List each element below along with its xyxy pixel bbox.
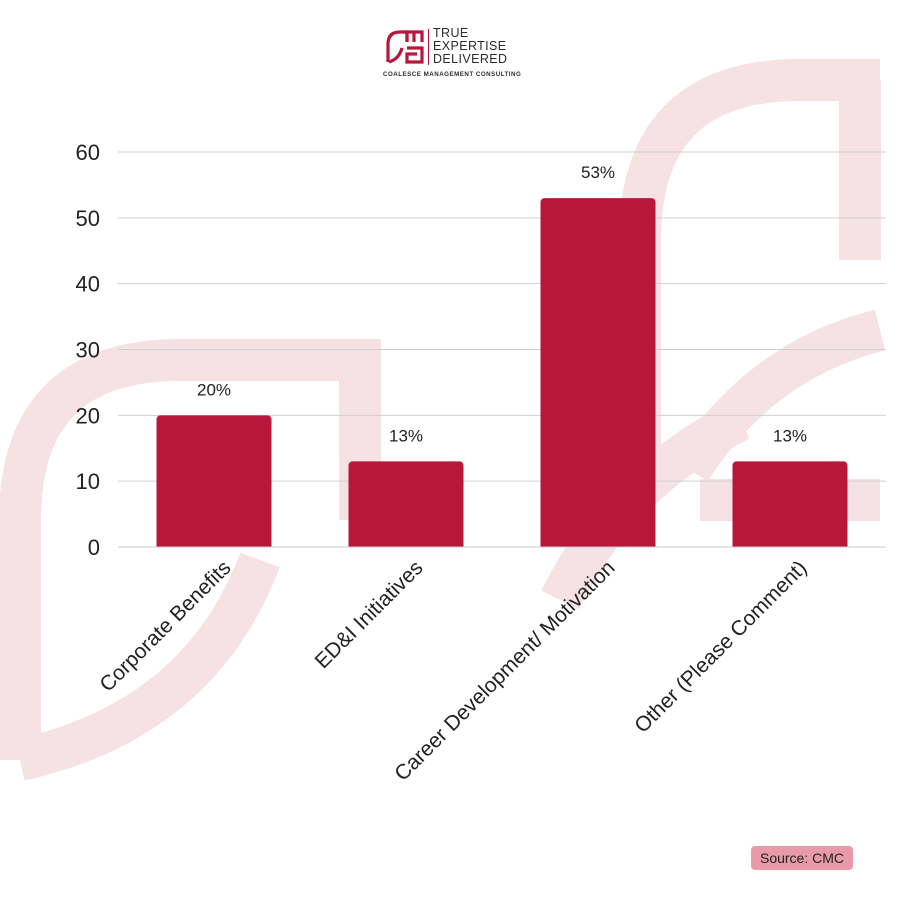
x-tick-label: Other (Please Comment) xyxy=(630,556,811,737)
logo-tagline-delivered: DELIVERED xyxy=(433,52,508,66)
bar-base xyxy=(732,541,848,547)
logo-company-name: COALESCE MANAGEMENT CONSULTING xyxy=(383,71,522,78)
logo-divider xyxy=(428,29,429,65)
y-tick-label: 40 xyxy=(76,272,100,297)
x-tick-label: Career Development/ Motivation xyxy=(390,556,619,785)
source-badge: Source: CMC xyxy=(751,846,853,870)
y-tick-label: 0 xyxy=(88,535,100,560)
y-tick-label: 20 xyxy=(76,403,100,428)
cmc-logo-icon xyxy=(386,30,424,64)
y-tick-label: 60 xyxy=(76,140,100,165)
logo-tagline-expertise: EXPERTISE xyxy=(433,39,507,53)
company-logo: TRUE EXPERTISE DELIVERED COALESCE MANAGE… xyxy=(383,26,528,82)
bar xyxy=(732,461,848,547)
x-tick-label: ED&I Initiatives xyxy=(311,556,428,673)
data-label: 13% xyxy=(773,426,807,445)
bar xyxy=(156,415,272,547)
bar-base xyxy=(540,541,656,547)
bar xyxy=(348,461,464,547)
bar-base xyxy=(348,541,464,547)
logo-tagline-true: TRUE xyxy=(433,26,469,40)
data-label: 13% xyxy=(389,426,423,445)
y-tick-label: 10 xyxy=(76,469,100,494)
data-label: 53% xyxy=(581,163,615,182)
bar xyxy=(540,198,656,548)
y-tick-label: 50 xyxy=(76,206,100,231)
x-tick-label: Corporate Benefits xyxy=(95,556,235,696)
y-tick-label: 30 xyxy=(76,338,100,363)
data-label: 20% xyxy=(197,380,231,399)
bar-base xyxy=(156,541,272,547)
